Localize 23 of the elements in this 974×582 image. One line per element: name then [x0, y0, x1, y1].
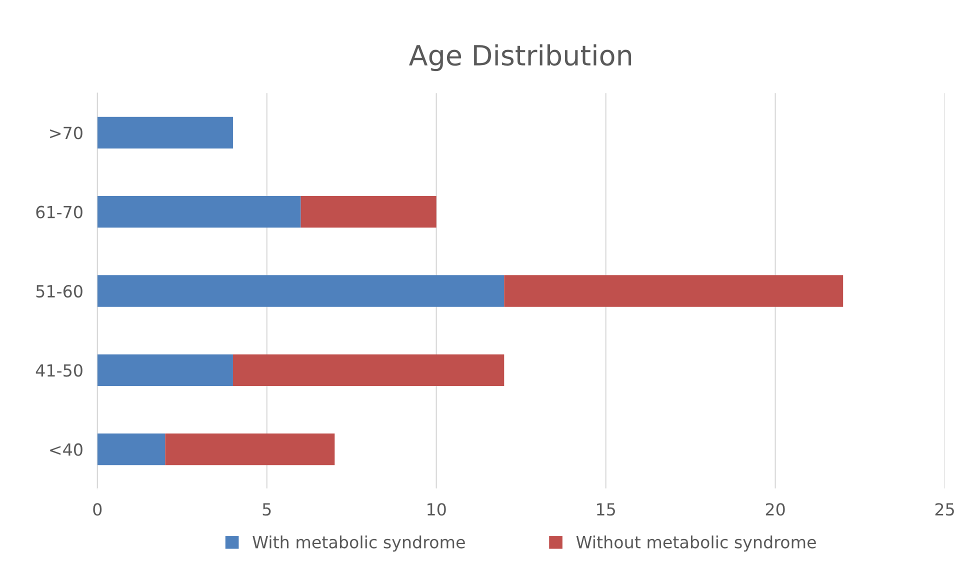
bar	[504, 275, 844, 307]
bar	[165, 433, 335, 466]
x-tick-label: 15	[597, 503, 615, 516]
bar	[232, 354, 504, 386]
bar	[97, 275, 504, 307]
legend-label: With metabolic syndrome	[252, 536, 465, 552]
bar	[97, 354, 233, 386]
legend-label: Without metabolic syndrome	[576, 536, 816, 552]
y-tick-label: 41-50	[36, 364, 82, 377]
y-tick-label: >70	[50, 126, 82, 140]
y-tick-label: <40	[50, 443, 82, 456]
x-tick-label: 10	[428, 503, 446, 516]
x-tick-label: 5	[262, 503, 271, 516]
x-tick-label: 0	[93, 503, 102, 516]
bar	[97, 433, 166, 466]
bar	[97, 196, 301, 228]
x-tick-label: 20	[766, 503, 785, 516]
bar	[300, 196, 436, 228]
bar	[97, 116, 233, 149]
y-tick-label: 51-60	[36, 284, 82, 298]
y-tick-label: 61-70	[36, 206, 82, 218]
x-tick-label: 25	[935, 503, 954, 516]
chart-title: Age Distribution	[409, 44, 632, 72]
